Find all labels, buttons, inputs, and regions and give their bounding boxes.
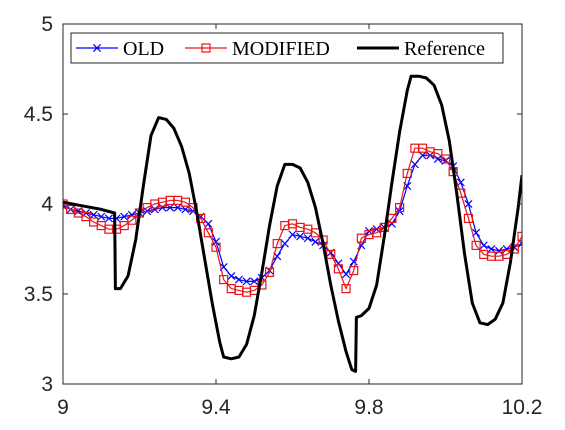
legend-entry-reference: Reference bbox=[357, 38, 485, 60]
y-tick-label: 4.5 bbox=[24, 103, 53, 126]
legend-label-modified: MODIFIED bbox=[232, 38, 330, 60]
plot-area bbox=[62, 23, 523, 385]
series-modified-point bbox=[349, 266, 359, 276]
legend: OLD MODIFIED Reference bbox=[70, 32, 504, 64]
series-old-point bbox=[204, 219, 213, 228]
series-old-point bbox=[181, 205, 190, 214]
series-old-point bbox=[334, 259, 343, 268]
legend-old-point bbox=[92, 43, 102, 53]
series-old-point bbox=[342, 270, 351, 279]
series-modified-point bbox=[264, 267, 275, 277]
series-modified-point bbox=[440, 154, 451, 164]
y-tick-label: 3.5 bbox=[24, 283, 53, 306]
series-modified-point bbox=[341, 284, 351, 294]
series-modified-point bbox=[471, 240, 481, 250]
x-tick-label: 9.8 bbox=[354, 396, 383, 419]
series-modified-point bbox=[211, 242, 221, 252]
series-layer bbox=[63, 74, 522, 373]
series-old-point bbox=[242, 277, 251, 286]
series-modified-point bbox=[326, 249, 336, 259]
legend-box bbox=[70, 32, 504, 64]
series-modified-point bbox=[372, 228, 382, 238]
x-tick-label: 9.4 bbox=[201, 396, 231, 419]
series-old-point bbox=[234, 275, 243, 284]
series-modified-point bbox=[517, 231, 522, 241]
series-modified-point bbox=[395, 203, 405, 213]
legend-label-reference: Reference bbox=[404, 38, 485, 60]
series-old-point bbox=[227, 271, 236, 281]
x-tick-label: 9 bbox=[57, 396, 69, 419]
series-modified-point bbox=[219, 275, 229, 285]
series-old-point bbox=[495, 246, 504, 255]
ticks-layer: 9 9.4 9.8 10.2 3 3.5 4 4.5 5 bbox=[24, 13, 543, 419]
series-line-reference bbox=[63, 74, 522, 373]
series-modified-point bbox=[402, 168, 412, 178]
series-old-point bbox=[502, 244, 511, 254]
series-old-point bbox=[464, 199, 473, 209]
series-old-point bbox=[150, 205, 159, 214]
series-modified-point bbox=[119, 221, 129, 231]
series-old-point bbox=[479, 241, 488, 250]
series-old-point bbox=[288, 230, 297, 239]
y-tick-label: 4 bbox=[41, 193, 53, 216]
series-modified-point bbox=[203, 228, 213, 238]
series-old-point bbox=[433, 154, 442, 164]
series-old-point bbox=[418, 151, 427, 160]
series-old-point bbox=[158, 203, 167, 212]
series-modified-point bbox=[333, 264, 343, 274]
series-modified-point bbox=[463, 213, 474, 223]
legend-entry-old: OLD bbox=[76, 38, 164, 60]
x-tick-label: 10.2 bbox=[502, 396, 543, 419]
series-old-point bbox=[166, 203, 175, 212]
legend-label-old: OLD bbox=[123, 38, 164, 60]
series-old-point bbox=[250, 277, 259, 286]
y-tick-label: 3 bbox=[41, 373, 53, 396]
series-old-point bbox=[487, 244, 496, 254]
series-old-point bbox=[303, 234, 312, 243]
plot-background bbox=[63, 24, 522, 384]
series-reference bbox=[63, 74, 522, 373]
series-old-point bbox=[120, 212, 129, 221]
series-old-point bbox=[296, 232, 305, 241]
y-tick-label: 5 bbox=[41, 13, 53, 36]
series-modified-point bbox=[272, 239, 282, 249]
series-modified-point bbox=[180, 197, 190, 207]
series-old-point bbox=[173, 203, 182, 212]
legend-modified-point bbox=[201, 43, 211, 53]
series-old-point bbox=[89, 210, 98, 219]
series-old-point bbox=[104, 214, 113, 223]
series-modified-point bbox=[81, 212, 91, 222]
series-old-point bbox=[211, 237, 221, 246]
series-old-point bbox=[97, 212, 106, 221]
legend-entry-modified: MODIFIED bbox=[185, 38, 330, 60]
series-modified-point bbox=[127, 215, 137, 225]
series-old-point bbox=[410, 160, 419, 169]
series-old-point bbox=[280, 239, 289, 248]
series-old-point bbox=[311, 237, 320, 246]
series-modified-point bbox=[433, 149, 443, 159]
